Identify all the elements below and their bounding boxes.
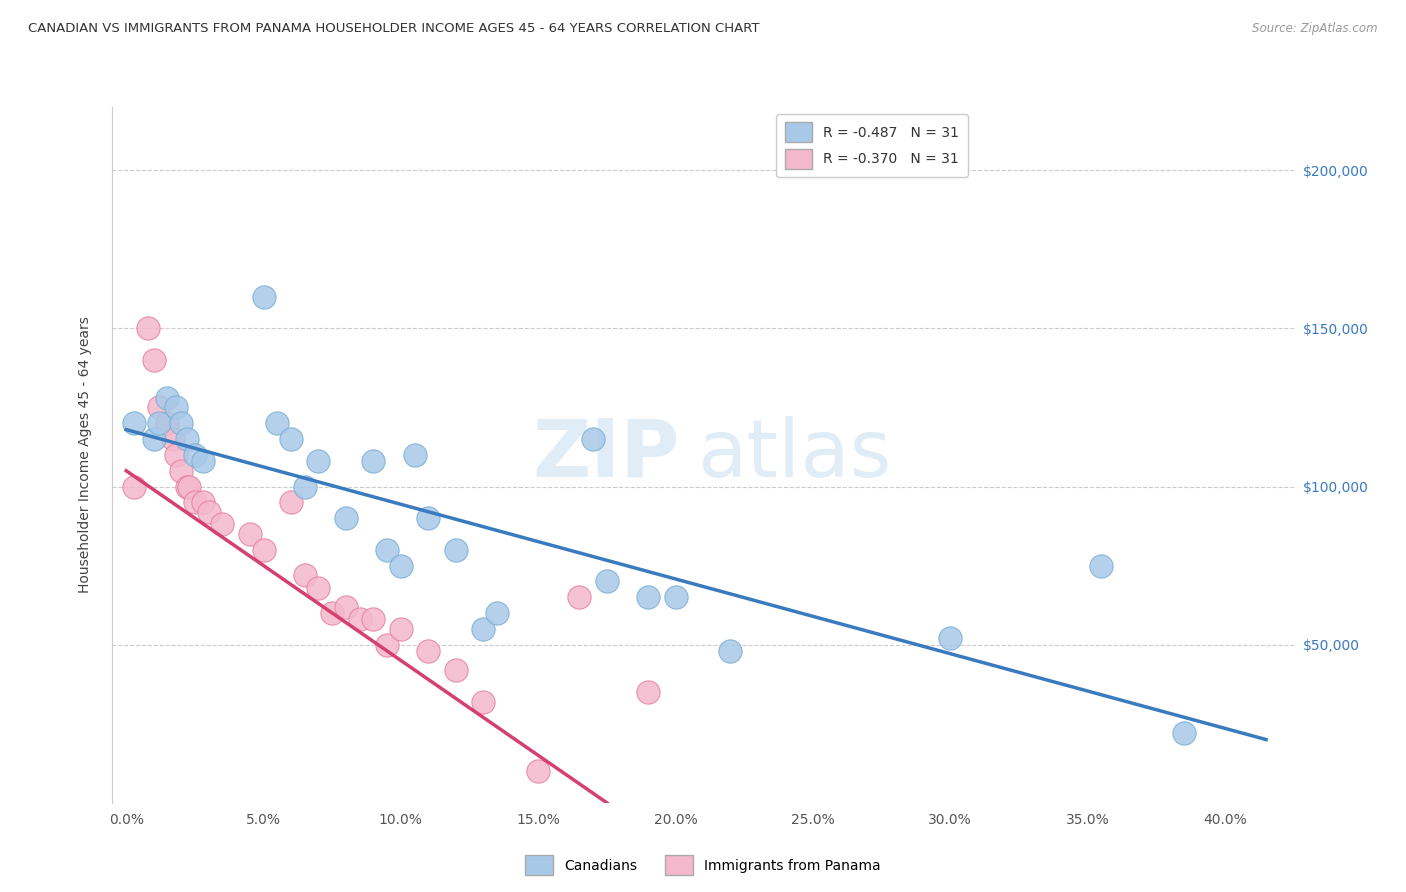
- Point: [239, 527, 262, 541]
- Point: [720, 644, 742, 658]
- Point: [1173, 726, 1195, 740]
- Point: [170, 417, 193, 431]
- Point: [363, 454, 385, 468]
- Point: [664, 591, 686, 605]
- Point: [266, 417, 288, 431]
- Legend: R = -0.487   N = 31, R = -0.370   N = 31: R = -0.487 N = 31, R = -0.370 N = 31: [776, 114, 967, 177]
- Point: [375, 638, 398, 652]
- Point: [582, 432, 605, 446]
- Point: [165, 448, 187, 462]
- Point: [191, 495, 214, 509]
- Point: [444, 663, 467, 677]
- Point: [418, 511, 440, 525]
- Point: [568, 591, 591, 605]
- Point: [197, 505, 219, 519]
- Point: [184, 448, 207, 462]
- Point: [472, 695, 495, 709]
- Point: [1090, 558, 1112, 573]
- Point: [136, 321, 159, 335]
- Point: [363, 612, 385, 626]
- Point: [142, 353, 165, 368]
- Point: [252, 542, 274, 557]
- Point: [124, 479, 146, 493]
- Point: [280, 495, 302, 509]
- Point: [294, 479, 316, 493]
- Point: [165, 401, 187, 415]
- Text: CANADIAN VS IMMIGRANTS FROM PANAMA HOUSEHOLDER INCOME AGES 45 - 64 YEARS CORRELA: CANADIAN VS IMMIGRANTS FROM PANAMA HOUSE…: [28, 22, 759, 36]
- Point: [444, 542, 467, 557]
- Y-axis label: Householder Income Ages 45 - 64 years: Householder Income Ages 45 - 64 years: [77, 317, 91, 593]
- Point: [335, 599, 357, 614]
- Point: [321, 606, 343, 620]
- Text: ZIP: ZIP: [531, 416, 679, 494]
- Point: [939, 632, 962, 646]
- Point: [148, 417, 170, 431]
- Point: [375, 542, 398, 557]
- Text: Source: ZipAtlas.com: Source: ZipAtlas.com: [1253, 22, 1378, 36]
- Point: [252, 290, 274, 304]
- Point: [179, 479, 201, 493]
- Point: [637, 685, 659, 699]
- Point: [170, 464, 193, 478]
- Point: [389, 622, 412, 636]
- Point: [148, 401, 170, 415]
- Point: [176, 432, 198, 446]
- Point: [162, 432, 184, 446]
- Text: atlas: atlas: [697, 416, 891, 494]
- Point: [124, 417, 146, 431]
- Point: [308, 581, 330, 595]
- Point: [142, 432, 165, 446]
- Point: [294, 568, 316, 582]
- Point: [527, 764, 550, 779]
- Point: [184, 495, 207, 509]
- Point: [156, 391, 179, 405]
- Point: [176, 479, 198, 493]
- Legend: Canadians, Immigrants from Panama: Canadians, Immigrants from Panama: [520, 850, 886, 880]
- Point: [335, 511, 357, 525]
- Point: [308, 454, 330, 468]
- Point: [637, 591, 659, 605]
- Point: [485, 606, 508, 620]
- Point: [472, 622, 495, 636]
- Point: [596, 574, 619, 589]
- Point: [156, 417, 179, 431]
- Point: [280, 432, 302, 446]
- Point: [191, 454, 214, 468]
- Point: [404, 448, 426, 462]
- Point: [389, 558, 412, 573]
- Point: [418, 644, 440, 658]
- Point: [211, 517, 233, 532]
- Point: [349, 612, 371, 626]
